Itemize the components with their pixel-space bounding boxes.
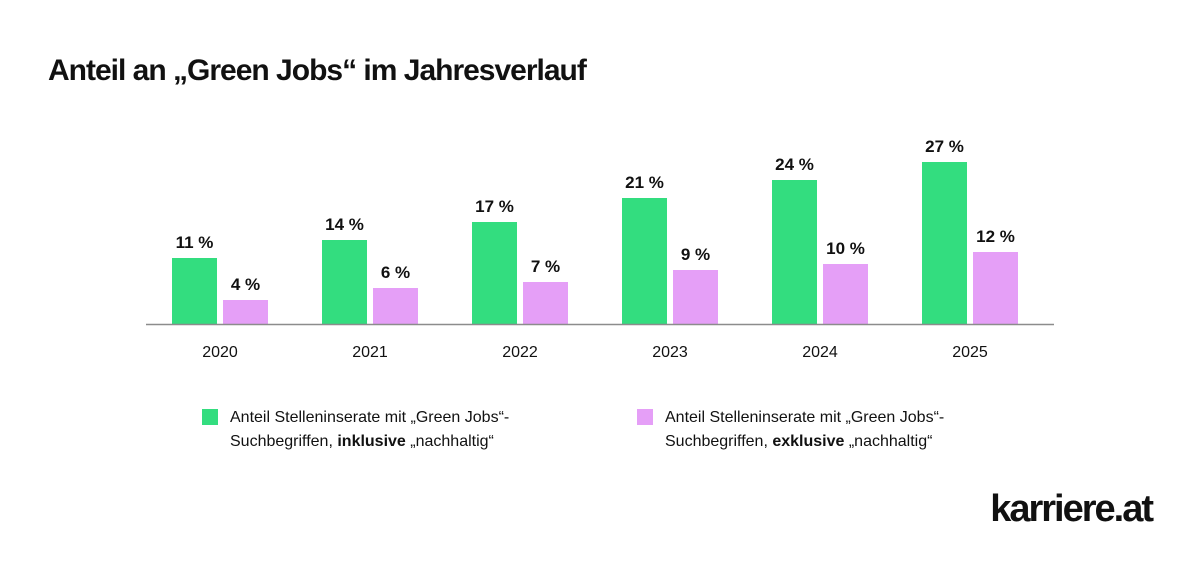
data-label-inclusive-2022: 17 % — [475, 197, 514, 216]
data-label-inclusive-2023: 21 % — [625, 173, 664, 192]
x-tick-label-2021: 2021 — [352, 344, 388, 361]
data-label-inclusive-2020: 11 % — [176, 233, 214, 252]
bar-exclusive-2021 — [373, 288, 418, 324]
bar-inclusive-2024 — [772, 180, 817, 324]
x-tick-label-2022: 2022 — [502, 344, 538, 361]
x-tick-label-2025: 2025 — [952, 344, 988, 361]
legend-item-inclusive: Anteil Stelleninserate mit „Green Jobs“-… — [202, 406, 600, 454]
legend-swatch-inclusive — [202, 409, 218, 425]
data-label-inclusive-2025: 27 % — [925, 137, 964, 156]
bar-exclusive-2020 — [223, 300, 268, 324]
bar-inclusive-2022 — [472, 222, 517, 324]
bar-exclusive-2024 — [823, 264, 868, 324]
data-label-exclusive-2021: 6 % — [381, 263, 410, 282]
data-label-exclusive-2022: 7 % — [531, 257, 560, 276]
data-label-exclusive-2025: 12 % — [976, 227, 1015, 246]
legend-label-inclusive: Anteil Stelleninserate mit „Green Jobs“-… — [230, 409, 510, 450]
bar-exclusive-2023 — [673, 270, 718, 324]
bar-inclusive-2020 — [172, 258, 217, 324]
data-label-exclusive-2023: 9 % — [681, 245, 710, 264]
data-label-exclusive-2020: 4 % — [231, 275, 260, 294]
x-tick-label-2024: 2024 — [802, 344, 838, 361]
brand-logo: karriere.at — [990, 488, 1154, 530]
legend-label-exclusive: Anteil Stelleninserate mit „Green Jobs“-… — [665, 409, 945, 450]
x-tick-label-2020: 2020 — [202, 344, 238, 361]
data-label-exclusive-2024: 10 % — [826, 239, 865, 258]
bar-inclusive-2021 — [322, 240, 367, 324]
legend-item-exclusive: Anteil Stelleninserate mit „Green Jobs“-… — [637, 406, 1035, 454]
bar-inclusive-2023 — [622, 198, 667, 324]
x-tick-label-2023: 2023 — [652, 344, 688, 361]
legend-swatch-exclusive — [637, 409, 653, 425]
bar-exclusive-2022 — [523, 282, 568, 324]
chart-title: Anteil an „Green Jobs“ im Jahresverlauf — [48, 54, 587, 87]
bar-chart: 11 % 4 % 2020 14 % 6 % 2021 17 % 7 % 2022 21 % 9 %… — [146, 137, 1054, 361]
data-label-inclusive-2021: 14 % — [325, 215, 364, 234]
data-label-inclusive-2024: 24 % — [775, 155, 814, 174]
bar-inclusive-2025 — [922, 162, 967, 324]
bar-exclusive-2025 — [973, 252, 1018, 324]
